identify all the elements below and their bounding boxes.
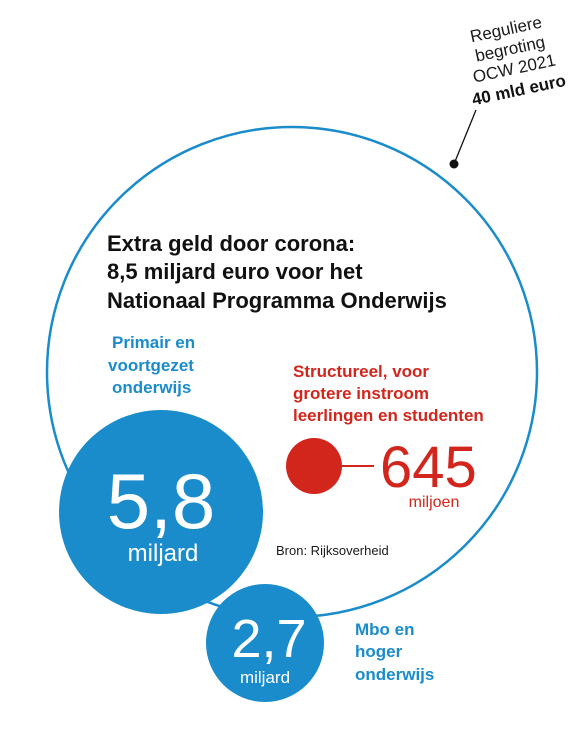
mbo-higher-unit: miljard <box>240 668 290 687</box>
structural-label-line-3: leerlingen en studenten <box>293 406 484 425</box>
title-line-1: Extra geld door corona: <box>107 231 355 256</box>
structural-unit: miljoen <box>409 494 460 511</box>
primary-label-line-3: onderwijs <box>112 378 191 397</box>
budget-note: Reguliere begroting OCW 2021 40 mld euro <box>468 13 567 110</box>
mbo-higher-label: Mbo en hoger onderwijs <box>355 620 434 684</box>
mbo-label-line-3: onderwijs <box>355 665 434 684</box>
primary-secondary-label: Primair en voortgezet onderwijs <box>108 333 195 397</box>
primary-secondary-value: 5,8 <box>107 457 215 545</box>
budget-pointer-line <box>453 109 477 165</box>
structural-label-line-2: grotere instroom <box>293 384 429 403</box>
title-line-3: Nationaal Programma Onderwijs <box>107 288 447 313</box>
primary-secondary-unit: miljard <box>128 540 199 567</box>
primary-label-line-1: Primair en <box>112 333 195 352</box>
primary-label-line-2: voortgezet <box>108 356 194 375</box>
chart-title: Extra geld door corona: 8,5 miljard euro… <box>107 231 447 313</box>
budget-pointer-dot <box>449 159 459 169</box>
source-note: Bron: Rijksoverheid <box>276 543 389 558</box>
primary-secondary-circle <box>59 410 263 614</box>
structural-label: Structureel, voor grotere instroom leerl… <box>293 362 484 425</box>
mbo-higher-circle <box>206 584 324 702</box>
structural-circle <box>286 438 342 494</box>
mbo-higher-value: 2,7 <box>231 609 306 669</box>
structural-label-line-1: Structureel, voor <box>293 362 429 381</box>
mbo-label-line-1: Mbo en <box>355 620 415 639</box>
structural-value: 645 <box>380 435 477 500</box>
title-line-2: 8,5 miljard euro voor het <box>107 259 363 284</box>
mbo-label-line-2: hoger <box>355 642 403 661</box>
